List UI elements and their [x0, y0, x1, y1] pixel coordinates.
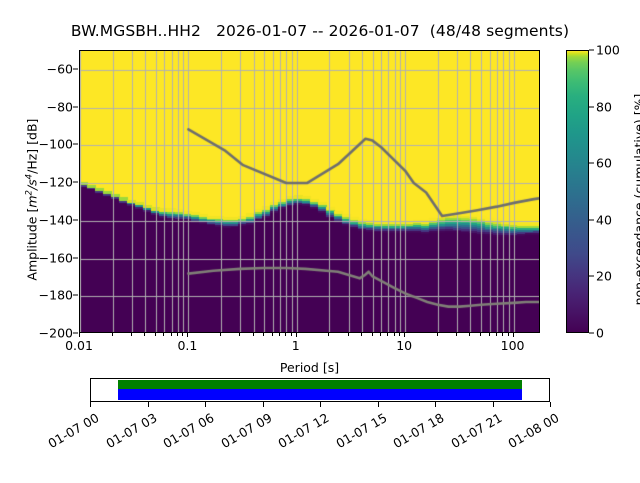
timeline-tick-label: 01-07 12: [220, 410, 331, 483]
y-axis-label-unit1: m: [25, 195, 40, 207]
x-axis-tick-mark-minor: [480, 333, 481, 336]
timeline-tick-mark: [148, 402, 149, 407]
y-axis-label-post: /Hz] [dB]: [25, 119, 40, 174]
x-axis-tick-mark-minor: [380, 333, 381, 336]
x-axis-tick-mark-minor: [399, 333, 400, 336]
timeline-tick-mark: [493, 402, 494, 407]
timeline-data-bar: [118, 389, 522, 400]
x-axis-tick-mark-minor: [348, 333, 349, 336]
x-axis-tick-mark-minor: [263, 333, 264, 336]
colorbar-tick-label: 0: [596, 326, 604, 341]
x-axis-tick-mark-minor: [394, 333, 395, 336]
y-axis-tick-mark: [73, 68, 78, 69]
timeline-tick-label: 01-07 09: [163, 410, 274, 483]
x-axis-tick-mark-minor: [456, 333, 457, 336]
x-axis-tick-mark-minor: [155, 333, 156, 336]
x-axis-tick-label: 1: [256, 338, 336, 353]
y-axis-tick-mark: [73, 144, 78, 145]
timeline-tick-mark: [435, 402, 436, 407]
x-axis-tick-mark-minor: [372, 333, 373, 336]
timeline-coverage-bar: [118, 380, 522, 389]
y-axis-tick-mark: [73, 333, 78, 334]
timeline-tick-label: 01-07 06: [105, 410, 216, 483]
x-axis-tick-mark-minor: [285, 333, 286, 336]
x-axis-tick-mark-minor: [496, 333, 497, 336]
colorbar-tick-label: 20: [596, 269, 612, 284]
colorbar-tick-mark: [589, 163, 594, 164]
x-axis-tick-mark-minor: [112, 333, 113, 336]
x-axis-tick-label: 10: [364, 338, 444, 353]
x-axis-tick-mark-major: [79, 333, 80, 337]
x-axis-tick-mark-minor: [182, 333, 183, 336]
x-axis-tick-mark-minor: [144, 333, 145, 336]
colorbar-tick-label: 80: [596, 99, 612, 114]
x-axis-tick-mark-minor: [177, 333, 178, 336]
colorbar-tick-label: 60: [596, 156, 612, 171]
colorbar-tick-mark: [589, 50, 594, 51]
x-axis-tick-label: 0.01: [39, 338, 119, 353]
timeline-tick-label: 01-08 00: [450, 410, 561, 483]
timeline-tick-mark: [205, 402, 206, 407]
timeline-tick-label: 01-07 21: [393, 410, 504, 483]
x-axis-tick-mark-minor: [387, 333, 388, 336]
timeline-tick-label: 01-07 15: [278, 410, 389, 483]
y-axis-tick-mark: [73, 182, 78, 183]
y-axis-label-pre: Amplitude [: [25, 208, 40, 281]
x-axis-tick-mark-minor: [469, 333, 470, 336]
x-axis-tick-mark-minor: [279, 333, 280, 336]
x-axis-tick-mark-minor: [272, 333, 273, 336]
x-axis-tick-mark-minor: [508, 333, 509, 336]
x-axis-tick-mark-minor: [437, 333, 438, 336]
colorbar: [566, 50, 589, 333]
y-axis-label: Amplitude [m2/s4/Hz] [dB]: [24, 50, 39, 350]
x-axis-tick-mark-minor: [171, 333, 172, 336]
colorbar-tick-label: 100: [596, 43, 620, 58]
y-axis-tick-mark: [73, 257, 78, 258]
y-axis-tick-mark: [73, 295, 78, 296]
x-axis-tick-mark-major: [404, 333, 405, 337]
colorbar-label: non-exceedance (cumulative) [%]: [632, 50, 640, 350]
x-axis-tick-mark-minor: [361, 333, 362, 336]
x-axis-tick-mark-major: [296, 333, 297, 337]
timeline-tick-mark: [320, 402, 321, 407]
y-axis-label-sup2: 4: [24, 174, 34, 179]
ppsd-axes: [79, 50, 540, 333]
x-axis-tick-mark-major: [187, 333, 188, 337]
x-axis-tick-mark-minor: [253, 333, 254, 336]
timeline-tick-mark: [550, 402, 551, 407]
ppsd-histogram-canvas: [80, 51, 540, 333]
colorbar-tick-mark: [589, 333, 594, 334]
x-axis-tick-mark-minor: [489, 333, 490, 336]
timeline-tick-mark: [263, 402, 264, 407]
x-axis-tick-label: 100: [473, 338, 553, 353]
y-axis-label-mid: /s: [25, 179, 40, 190]
timeline-tick-mark: [90, 402, 91, 407]
colorbar-tick-label: 40: [596, 212, 612, 227]
colorbar-tick-mark: [589, 276, 594, 277]
x-axis-tick-label: 0.1: [147, 338, 227, 353]
x-axis-tick-mark-major: [513, 333, 514, 337]
y-axis-tick-mark: [73, 106, 78, 107]
x-axis-label: Period [s]: [79, 360, 540, 375]
timeline-tick-label: 01-07 18: [335, 410, 446, 483]
colorbar-tick-mark: [589, 106, 594, 107]
colorbar-tick-mark: [589, 219, 594, 220]
x-axis-tick-mark-minor: [131, 333, 132, 336]
x-axis-tick-mark-minor: [291, 333, 292, 336]
x-axis-tick-mark-minor: [163, 333, 164, 336]
y-axis-tick-mark: [73, 219, 78, 220]
y-axis-label-sup1: 2: [24, 190, 34, 195]
x-axis-tick-mark-minor: [220, 333, 221, 336]
x-axis-tick-mark-minor: [502, 333, 503, 336]
figure-title: BW.MGSBH..HH2 2026-01-07 -- 2026-01-07 (…: [0, 22, 640, 40]
timeline-tick-mark: [378, 402, 379, 407]
x-axis-tick-mark-minor: [239, 333, 240, 336]
x-axis-tick-mark-minor: [328, 333, 329, 336]
